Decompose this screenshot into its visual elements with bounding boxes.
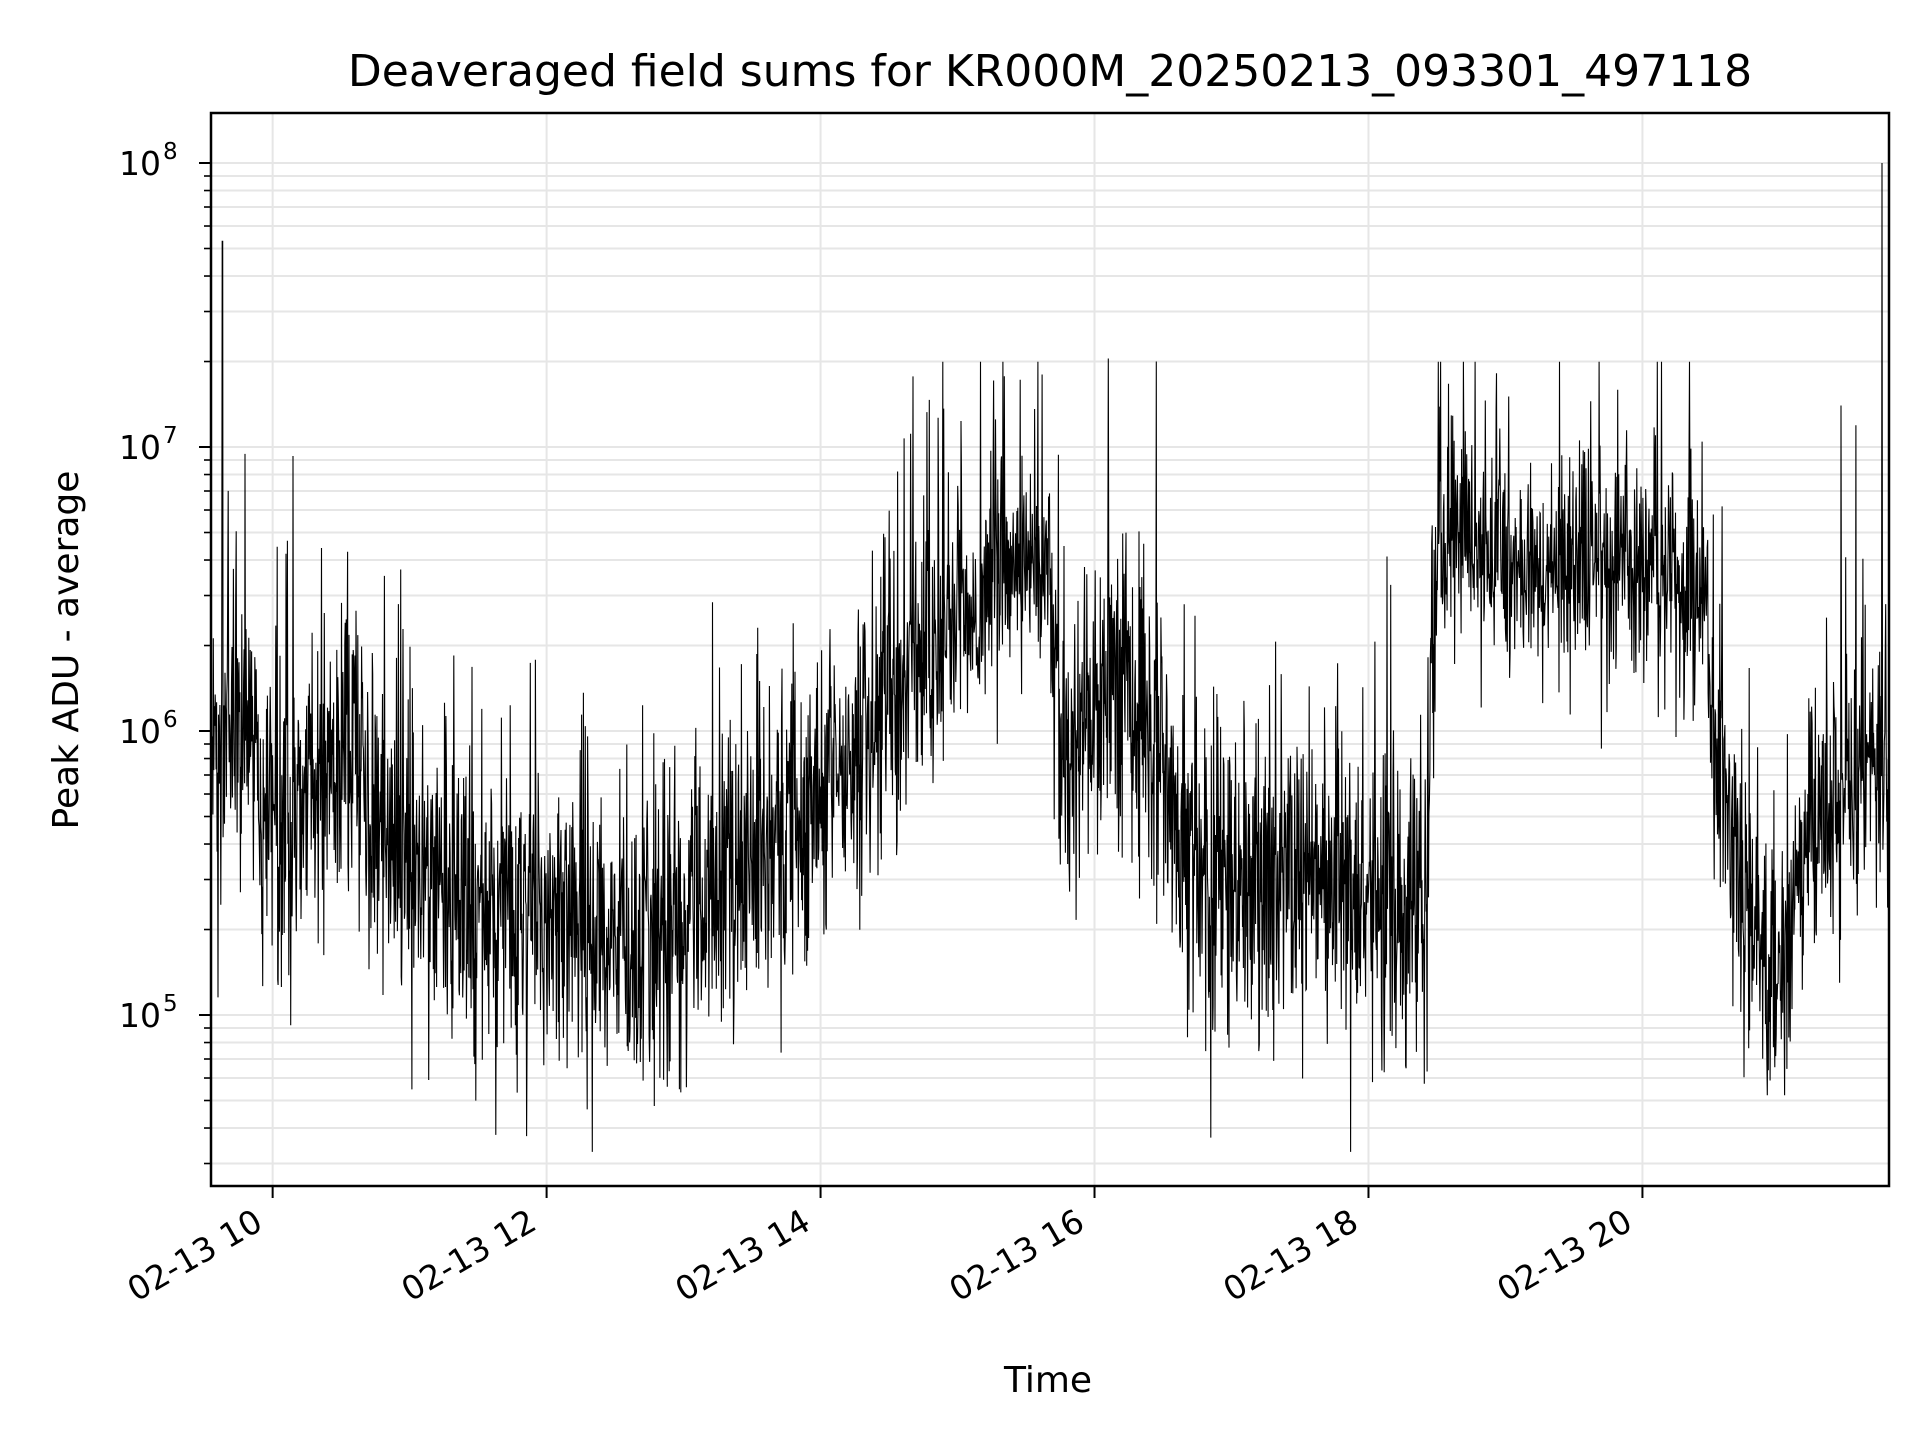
y-tick-exponent: 8: [163, 139, 178, 165]
x-axis: 02-13 10 02-13 12 02-13 14 02-13 16 02-13 18…: [121, 1186, 1644, 1309]
y-tick-label: 10: [119, 996, 161, 1035]
y-tick-label: 10: [119, 428, 161, 467]
y-tick-label: 10: [119, 712, 161, 751]
plot-frame: [209, 111, 1891, 1188]
x-tick-label: 02-13 18: [1216, 1201, 1364, 1309]
y-tick-exponent: 7: [163, 423, 178, 449]
x-tick-label: 02-13 10: [121, 1201, 269, 1309]
x-tick-label: 02-13 14: [669, 1201, 817, 1309]
x-tick-label: 02-13 12: [395, 1201, 543, 1309]
y-axis-label: Peak ADU - average: [46, 471, 87, 830]
x-tick-label: 02-13 16: [943, 1201, 1091, 1309]
x-tick-label: 02-13 20: [1490, 1201, 1638, 1309]
y-tick-exponent: 5: [163, 991, 178, 1017]
y-tick-label: 10: [119, 144, 161, 183]
chart-title: Deaveraged field sums for KR000M_2025021…: [348, 46, 1752, 97]
grid: [211, 113, 1889, 1186]
y-tick-exponent: 6: [163, 707, 178, 733]
x-axis-label: Time: [1003, 1360, 1092, 1401]
data-series: [210, 162, 1890, 1152]
series-line: [210, 162, 1890, 1152]
